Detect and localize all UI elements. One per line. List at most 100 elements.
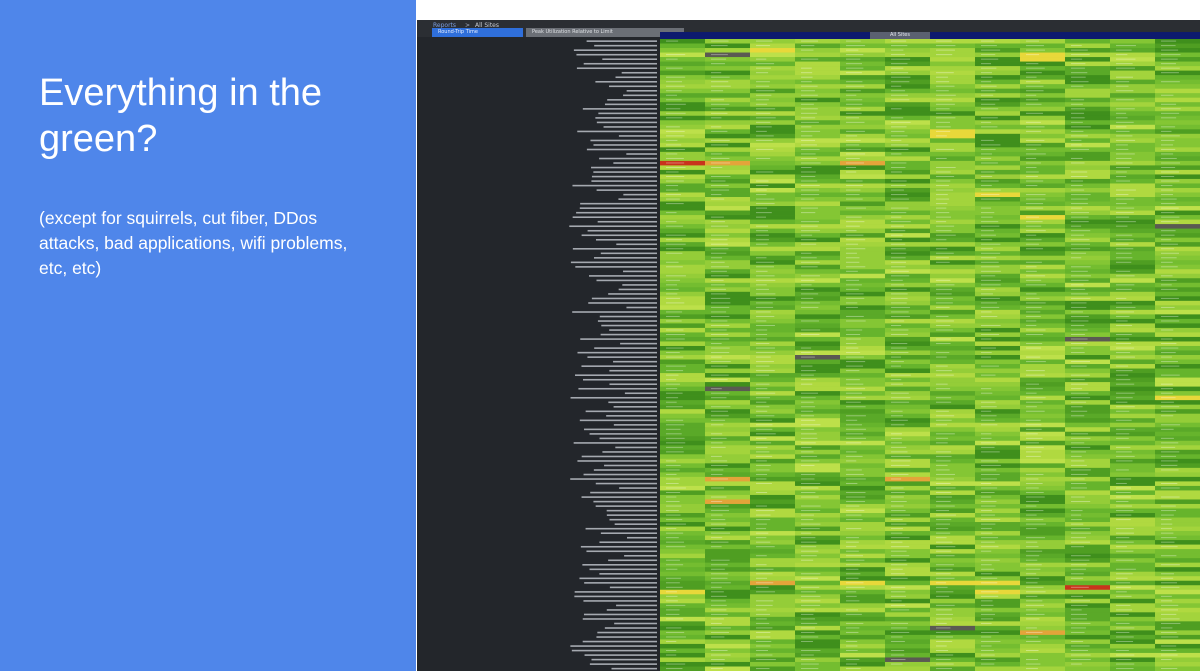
heatmap-cell-mark [1161,338,1173,340]
tab-peak-utilization[interactable]: Peak Utilization Relative to Limit [526,28,684,37]
heatmap-cell [975,373,1021,378]
heatmap-cell [750,192,796,198]
heatmap-cell-mark [1161,482,1178,484]
heatmap-cell [1020,296,1066,302]
heatmap-cell-mark [1026,176,1038,178]
heatmap-cell [840,39,886,44]
heatmap-cell [1110,377,1156,383]
heatmap-cell [1065,79,1111,85]
heatmap-cell [840,576,886,582]
heatmap-cell [795,571,841,577]
heatmap-cell-mark [756,564,767,566]
heatmap-cell [795,400,841,405]
heatmap-cell-mark [1116,532,1134,534]
heatmap-cell-mark [801,45,815,47]
heatmap-cell [930,111,976,117]
site-label [586,148,657,151]
heatmap-cell-mark [666,383,680,385]
heatmap-cell-mark [1026,446,1044,448]
heatmap-cell [840,377,886,383]
heatmap-cell [1110,494,1156,500]
heatmap-cell-mark [1071,239,1090,241]
heatmap-cell [1155,291,1200,297]
heatmap-cell-mark [1161,72,1179,74]
heatmap-cell-mark [801,573,821,575]
heatmap-cell-mark [1071,514,1082,516]
heatmap-cell-mark [1116,609,1133,611]
heatmap-cell-mark [801,306,819,308]
heatmap-cell [660,413,706,419]
heatmap-cell [1020,494,1066,500]
heatmap-cell-mark [711,112,728,114]
heatmap-cell [1065,215,1111,220]
heatmap-cell [660,580,706,586]
heatmap-cell [750,445,796,451]
heatmap-cell-mark [891,627,908,629]
heatmap-cell [660,585,706,591]
heatmap-cell-mark [981,257,997,259]
heatmap-cell-mark [801,455,818,457]
heatmap-cell [975,571,1021,577]
heatmap-cell [660,395,706,401]
heatmap-cell [660,589,706,595]
heatmap-cell [1065,111,1111,117]
heatmap-cell [930,192,976,198]
heatmap-cell-mark [756,311,771,313]
site-label [580,545,657,548]
heatmap-cell-mark [1071,212,1090,214]
heatmap-cell [660,634,706,640]
heatmap-cell-mark [1116,239,1134,241]
heatmap-cell-mark [981,139,994,141]
site-label [570,645,657,647]
heatmap-cell [795,508,841,514]
heatmap-cell-mark [936,117,956,119]
heatmap-cell-mark [801,356,815,358]
heatmap-cell-mark [846,645,858,647]
heatmap-cell-mark [1116,302,1133,304]
heatmap-cell-mark [801,329,821,331]
heatmap-cell [885,111,931,117]
heatmap-cell-mark [891,442,902,444]
heatmap-cell-mark [936,261,950,263]
heatmap-cell-mark [1026,577,1040,579]
tab-round-trip-time[interactable]: Round-Trip Time [432,28,523,37]
site-label [602,58,657,61]
site-label [569,225,657,228]
heatmap-cell [750,612,796,618]
heatmap-cell [660,571,706,577]
heatmap-cell [1065,142,1111,148]
heatmap-cell-mark [666,302,685,304]
heatmap-cell [750,431,796,437]
site-label [593,171,657,173]
heatmap-cell [1065,526,1111,532]
heatmap-cell-mark [666,81,683,83]
heatmap-cell [930,643,976,649]
heatmap-cell-mark [846,329,863,331]
heatmap-cell-mark [1026,315,1041,317]
heatmap-cell-mark [1026,473,1044,475]
heatmap-cell [1155,43,1200,49]
heatmap-cell-mark [981,631,999,633]
heatmap-cell [1020,97,1066,103]
heatmap-cell-mark [801,347,812,349]
heatmap-cell [975,215,1021,220]
heatmap-cell [975,336,1021,342]
heatmap-cell [930,142,976,148]
heatmap-cell [1065,183,1111,189]
heatmap-cell-mark [666,510,679,512]
heatmap-cell [930,567,976,572]
heatmap-cell [1155,228,1200,234]
heatmap-cell-mark [846,334,861,336]
heatmap-cell-mark [1116,365,1129,367]
heatmap-cell-mark [1026,419,1041,421]
heatmap-cell-mark [711,622,722,624]
heatmap-cell [795,187,841,193]
breadcrumb-parent-link[interactable]: Reports [433,22,457,29]
heatmap-cell [795,66,841,71]
heatmap-cell [750,318,796,324]
heatmap-cell-mark [1116,582,1131,584]
heatmap-cell [660,39,706,44]
heatmap-cell-mark [981,528,992,530]
site-label [577,351,657,354]
heatmap-cell-mark [711,419,726,421]
